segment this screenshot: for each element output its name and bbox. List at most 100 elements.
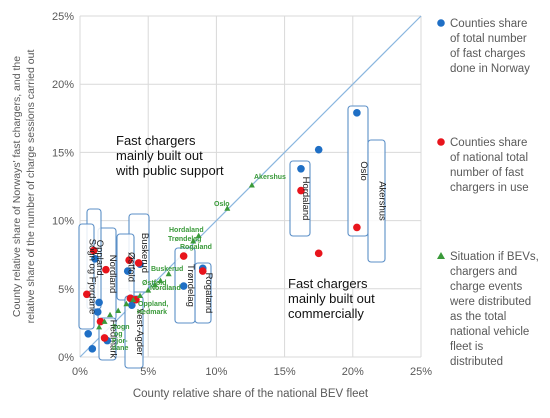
fast-charges-point [91, 254, 99, 263]
situation-point [115, 307, 122, 314]
situation-point [224, 205, 231, 211]
y-axis-title-line: County relative share of Norways' fast c… [11, 56, 23, 317]
legend-text: distributed [450, 356, 503, 368]
data-points [83, 109, 361, 353]
x-tick-label: 10% [205, 366, 227, 378]
county-label: Sogn og Fjordane [87, 239, 98, 315]
situation-label: Rogaland [180, 244, 212, 251]
region-label-commercial: Fast chargers [288, 276, 368, 291]
y-tick-label: 20% [52, 79, 74, 91]
fast-chargers-point [179, 252, 188, 260]
legend-text: of total number [450, 33, 527, 45]
situation-point [107, 311, 114, 318]
county-label-boxes [78, 105, 386, 369]
fast-chargers-point [89, 246, 98, 255]
situation-label: Oppland, [138, 301, 168, 308]
legend-text: of national total [450, 152, 528, 164]
county-label: Akershus [377, 181, 388, 221]
county-label-box [124, 295, 144, 369]
legend-marker [437, 19, 445, 27]
county-label: Hedmark [108, 320, 119, 359]
county-label: Rogaland [203, 273, 214, 314]
legend-text: were distributed [449, 296, 531, 308]
fast-charges-point [95, 298, 103, 307]
y-axis-title-line: relative share of the number of charge s… [25, 50, 37, 324]
situation-label: Hordaland [169, 227, 204, 234]
county-label: Nordland [107, 255, 118, 294]
situation-point [152, 281, 159, 288]
situation-point [157, 277, 164, 284]
fast-chargers-point [314, 249, 323, 258]
situation-label: Østfold [142, 280, 167, 287]
legend-text: charge events [450, 281, 522, 293]
axes: 0% 5% 10% 15% 20% 25% 0% 5% 10% 15% 20% 25% County r… [11, 11, 432, 400]
legend: Counties share of total number of fast cha… [437, 18, 539, 368]
county-label-box [367, 139, 386, 263]
county-label-box [289, 160, 311, 237]
situation-label: Fjor- [112, 338, 128, 345]
fast-chargers-point [353, 223, 361, 232]
legend-marker [437, 252, 445, 259]
legend-text: Situation if BEVs, [450, 251, 539, 263]
legend-text: done in Norway [450, 63, 530, 75]
situation-point [137, 292, 144, 299]
situation-point [101, 318, 108, 324]
x-tick-label: 20% [342, 366, 364, 378]
legend-text: national vehicle [450, 326, 529, 338]
situation-label: dane [112, 345, 128, 352]
situation-label: Hedmark [137, 309, 167, 316]
situation-point [195, 232, 202, 239]
county-label: Østfold [126, 252, 137, 282]
fast-charges-point [353, 109, 361, 117]
situation-label: Sogn [112, 324, 130, 331]
situation-point [145, 287, 152, 293]
region-label-commercial: commercially [288, 306, 364, 321]
situation-label: og [114, 331, 123, 338]
legend-text: number of fast [450, 167, 524, 179]
region-label-public: Fast chargers [116, 133, 196, 148]
legend-text: chargers in use [450, 182, 529, 194]
fast-chargers-point [134, 259, 143, 267]
x-tick-label: 15% [274, 366, 296, 378]
county-label: Trøndelag [185, 264, 196, 307]
situation-label: Nordland [150, 285, 181, 292]
legend-text: Counties share [450, 18, 527, 30]
fast-charges-point [84, 330, 92, 338]
situation-point [123, 300, 130, 307]
situation-point [165, 270, 172, 277]
x-tick-label: 5% [140, 366, 156, 378]
fast-chargers-point [198, 267, 207, 275]
y-tick-label: 0% [58, 352, 74, 364]
x-tick-label: 25% [410, 366, 432, 378]
situation-point [130, 296, 137, 303]
x-axis-title: County relative share of the national BE… [133, 388, 369, 400]
x-tick-label: 0% [72, 366, 88, 378]
situation-label: Trøndelag [168, 236, 201, 243]
legend-text: Counties share [450, 137, 527, 149]
fast-chargers-point [100, 334, 109, 342]
legend-text: as the total [450, 311, 506, 323]
chart-labels: OsloAkershusHordalandRogalandTrøndelagBu… [87, 133, 388, 359]
region-label-public: with public support [115, 163, 224, 178]
fast-charges-point [123, 267, 132, 275]
county-label: Buskerud [139, 233, 150, 273]
y-tick-label: 15% [52, 147, 74, 159]
situation-label: Oslo [214, 201, 230, 208]
fast-chargers-point [125, 256, 133, 264]
legend-text: of fast charges [450, 48, 526, 60]
county-label: Oppland, [94, 240, 105, 279]
situation-label: Akershus [254, 174, 286, 181]
y-tick-label: 5% [58, 284, 74, 296]
legend-text: fleet is [450, 341, 483, 353]
situation-point [96, 323, 103, 330]
fast-charges-point [314, 145, 323, 154]
fast-charges-point [128, 301, 136, 309]
fast-charges-point [179, 282, 188, 290]
fast-charges-point [88, 345, 97, 353]
legend-marker [437, 138, 445, 146]
y-tick-label: 10% [52, 216, 74, 228]
county-label: Hordaland [300, 177, 311, 221]
fast-chargers-point [102, 265, 110, 274]
region-label-public: mainly built out [116, 148, 203, 163]
